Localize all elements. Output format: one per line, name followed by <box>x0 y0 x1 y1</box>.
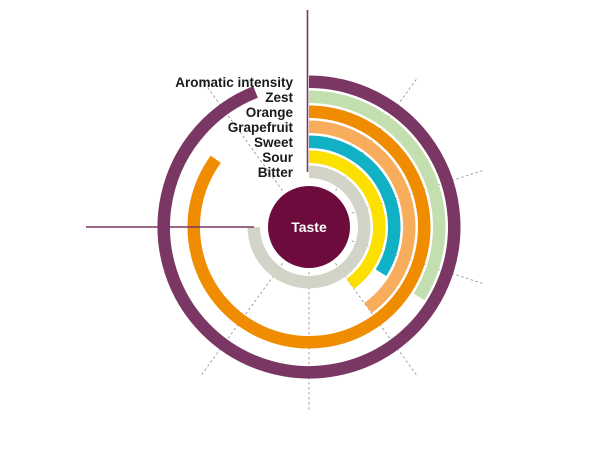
grid-line <box>200 77 283 191</box>
legend: Aromatic intensityZestOrangeGrapefruitSw… <box>175 75 294 180</box>
bar-orange <box>187 105 431 349</box>
center-label: Taste <box>291 219 327 235</box>
grid-line <box>351 240 485 285</box>
legend-label: Zest <box>265 90 293 105</box>
legend-label: Aromatic intensity <box>175 75 293 90</box>
legend-label: Orange <box>246 105 294 120</box>
legend-label: Bitter <box>258 165 294 180</box>
legend-label: Sour <box>262 150 293 165</box>
bar-bitter <box>247 165 371 289</box>
bar-grapefruit <box>308 120 416 314</box>
legend-label: Grapefruit <box>228 120 294 135</box>
bar-aromatic-intensity <box>157 75 461 379</box>
grid-lines <box>200 77 485 411</box>
grid-line <box>351 169 485 214</box>
grid-line <box>200 263 283 377</box>
center-circle <box>268 186 350 268</box>
bar-series <box>157 75 461 379</box>
bar-sweet <box>308 135 401 277</box>
grid-line <box>335 263 418 377</box>
legend-label: Sweet <box>254 135 294 150</box>
bar-zest <box>308 90 446 301</box>
bar-sour <box>308 150 386 289</box>
grid-line <box>335 77 418 191</box>
